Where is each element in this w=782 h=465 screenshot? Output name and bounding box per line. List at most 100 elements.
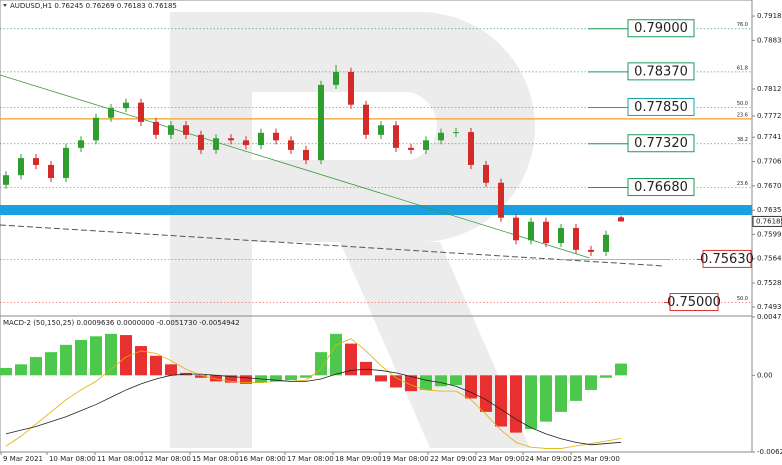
y-tick-label: 0.74935 [757,303,782,311]
macd-bar [195,375,207,378]
candle-body [258,132,264,146]
macd-line [5,368,622,446]
candle-body [168,125,174,135]
macd-bar [300,375,312,378]
y-tick-label: 0.0047833 [757,313,782,321]
macd-bar [510,375,522,433]
macd-bar [405,375,417,392]
current-price-box [752,215,782,227]
macd-bar [225,375,237,383]
macd-bar [525,375,537,429]
x-tick-label: 9 Mar 2021 [3,455,43,463]
frame [0,0,753,453]
macd-bar [45,352,57,376]
level-box-label: 0.75630 [700,252,754,267]
candle-body [18,158,24,176]
candle-body [363,104,369,135]
candle-body [453,132,459,134]
level-box-label: 0.77850 [634,100,688,115]
fib-label: 38.2 [737,137,748,143]
candle-body [48,164,54,178]
x-tick-label: 15 Mar 08:00 [192,455,239,463]
macd-bar [60,344,72,376]
macd-bar [435,375,447,387]
level-box-label: 0.76680 [634,180,688,195]
level-box-label: 0.75000 [667,295,721,310]
macd-bar [495,375,507,427]
candle-body [63,147,69,178]
fib-label: 50.0 [737,296,748,302]
candle-body [408,147,414,150]
level-box [702,249,752,268]
candle-body [333,71,339,85]
candle-body [303,149,309,161]
macd-bar [315,352,327,376]
macd-bar [75,339,87,376]
menu-icon[interactable] [3,4,7,7]
level-box [627,62,695,81]
macd-bar [105,333,117,376]
macd-bar [450,375,462,386]
macd-bar [420,375,432,390]
y-tick-label: 0.79185 [757,12,782,20]
candle-body [123,102,129,109]
macd-line [5,338,622,449]
candle-body [513,217,519,241]
candle-body [618,217,624,222]
x-tick-label: 19 Mar 08:00 [382,455,429,463]
level-box [669,293,719,312]
candle-body [108,108,114,118]
macd-bar [150,355,162,376]
x-tick-label: 10 Mar 08:00 [49,455,96,463]
level-box [627,97,695,116]
x-tick-label: 12 Mar 08:00 [144,455,191,463]
candle-body [423,140,429,150]
x-tick-label: 18 Mar 09:00 [335,455,382,463]
candle-body [198,134,204,150]
x-tick-label: 25 Mar 09:00 [573,455,620,463]
main-header: AUDUSD,H1 0.76245 0.76269 0.76183 0.7618… [10,2,177,10]
x-tick-label: 22 Mar 09:00 [430,455,477,463]
y-tick-label: 0.75285 [757,279,782,287]
macd-bar [210,375,222,382]
candle-body [228,138,234,141]
y-tick-label: 0.00 [757,371,773,379]
candle-body [288,140,294,150]
candle-body [138,102,144,122]
macd-bar [90,336,102,376]
macd-bar [30,357,42,376]
level-box-label: 0.77320 [634,136,688,151]
x-tick-label: 24 Mar 09:00 [525,455,572,463]
candle-body [378,125,384,135]
candle-body [558,227,564,243]
candle-body [468,132,474,165]
macd-bar [0,367,12,376]
candle-body [273,132,279,141]
candle-body [528,221,534,241]
trendline [0,224,665,267]
level-box [627,19,695,38]
candle-body [348,71,354,105]
candle-body [3,175,9,185]
macd-bar [360,361,372,376]
candle-body [318,84,324,161]
macd-bar [540,375,552,422]
x-tick-label: 17 Mar 08:00 [287,455,334,463]
current-price: 0.76185 [756,217,782,225]
candle-body [438,132,444,141]
macd-bar [240,375,252,384]
macd-header: MACD-2 (50,150,25) 0.0009636 0.0000000 -… [3,319,240,327]
macd-bar [330,333,342,376]
candle-body [483,164,489,183]
x-tick-label: 23 Mar 09:00 [478,455,525,463]
y-tick-label: 0.77725 [757,112,782,120]
level-box-label: 0.79000 [634,21,688,36]
fib-label: 23.6 [737,181,748,187]
y-tick-label: 0.77415 [757,133,782,141]
candle-body [33,158,39,165]
macd-bar [465,375,477,399]
